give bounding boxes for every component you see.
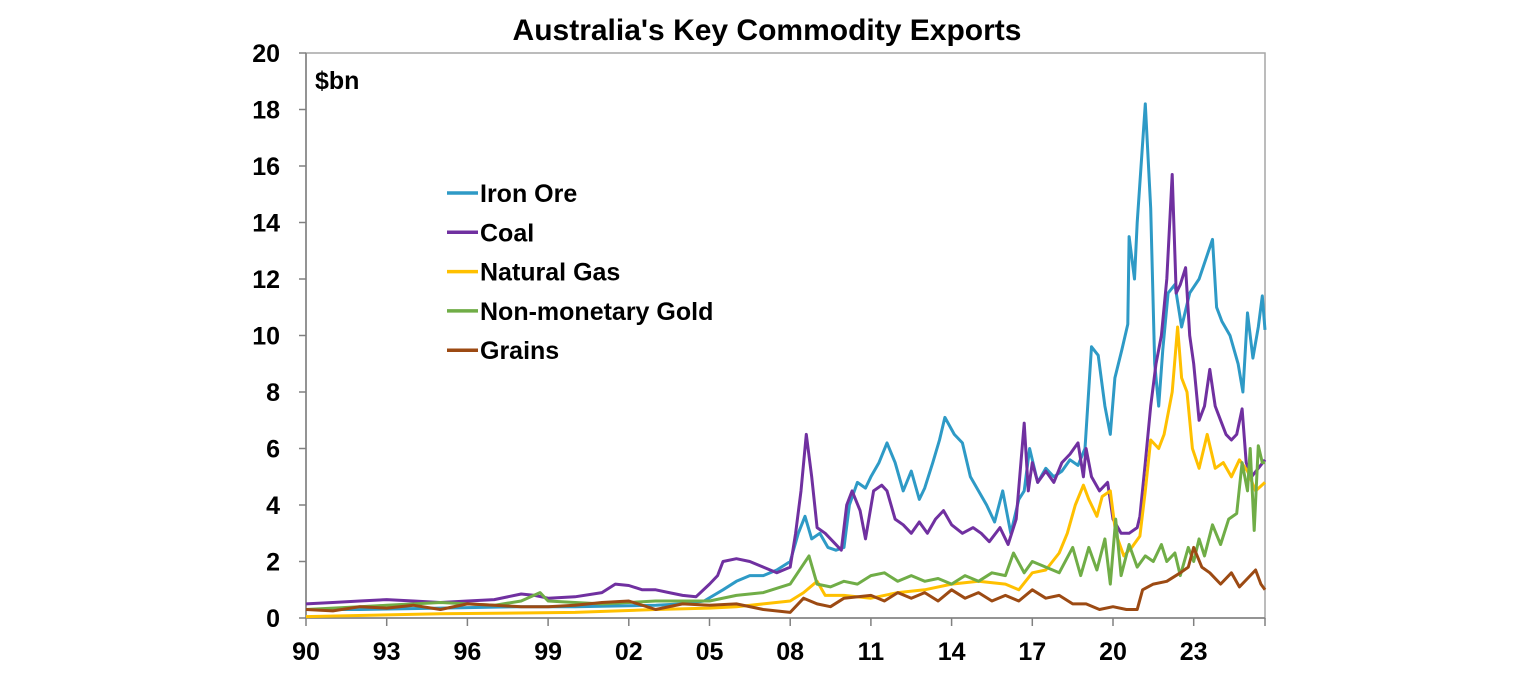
legend-item: Iron Ore — [447, 180, 577, 208]
legend-label: Iron Ore — [480, 180, 577, 208]
x-tick-label: 02 — [615, 638, 643, 666]
y-tick-label: 2 — [266, 549, 280, 577]
y-tick-label: 10 — [252, 323, 280, 351]
series-line-grains — [305, 545, 1267, 614]
x-tick-label: 96 — [453, 638, 481, 666]
y-tick-label: 8 — [266, 379, 280, 407]
x-tick-label: 17 — [1018, 638, 1046, 666]
legend: Iron Ore Coal Natural Gas Non-monetary Gold… — [447, 180, 713, 365]
y-tick-label: 20 — [252, 40, 280, 68]
series-line-coal — [305, 173, 1267, 606]
x-tick-label: 20 — [1099, 638, 1127, 666]
x-tick-label: 11 — [858, 638, 885, 666]
x-tick-label: 90 — [292, 638, 320, 666]
y-tick-label: 4 — [266, 492, 280, 520]
legend-item: Coal — [447, 219, 534, 247]
y-tick-label: 18 — [252, 97, 280, 125]
legend-label: Coal — [480, 219, 534, 247]
y-tick-label: 12 — [252, 266, 280, 294]
series-line-non-monetary-gold — [305, 444, 1265, 611]
x-tick-label: 14 — [938, 638, 966, 666]
x-tick-label: 99 — [534, 638, 562, 666]
y-axis-unit-label: $bn — [315, 67, 359, 95]
legend-item: Non-monetary Gold — [447, 298, 713, 326]
legend-label: Non-monetary Gold — [480, 298, 713, 326]
x-tick-label: 93 — [373, 638, 401, 666]
y-tick-label: 14 — [252, 210, 280, 238]
y-tick-label: 0 — [266, 605, 280, 633]
legend-item: Natural Gas — [447, 259, 620, 287]
x-tick-label: 23 — [1180, 638, 1208, 666]
y-tick-label: 16 — [252, 153, 280, 181]
chart-title: Australia's Key Commodity Exports — [513, 14, 1022, 47]
series-lines — [305, 102, 1267, 619]
y-tick-label: 6 — [266, 436, 280, 464]
x-tick-label: 05 — [696, 638, 724, 666]
series-line-natural-gas — [305, 325, 1267, 619]
legend-label: Natural Gas — [480, 259, 620, 287]
legend-label: Grains — [480, 337, 559, 365]
x-tick-label: 08 — [776, 638, 804, 666]
legend-item: Grains — [447, 337, 559, 365]
